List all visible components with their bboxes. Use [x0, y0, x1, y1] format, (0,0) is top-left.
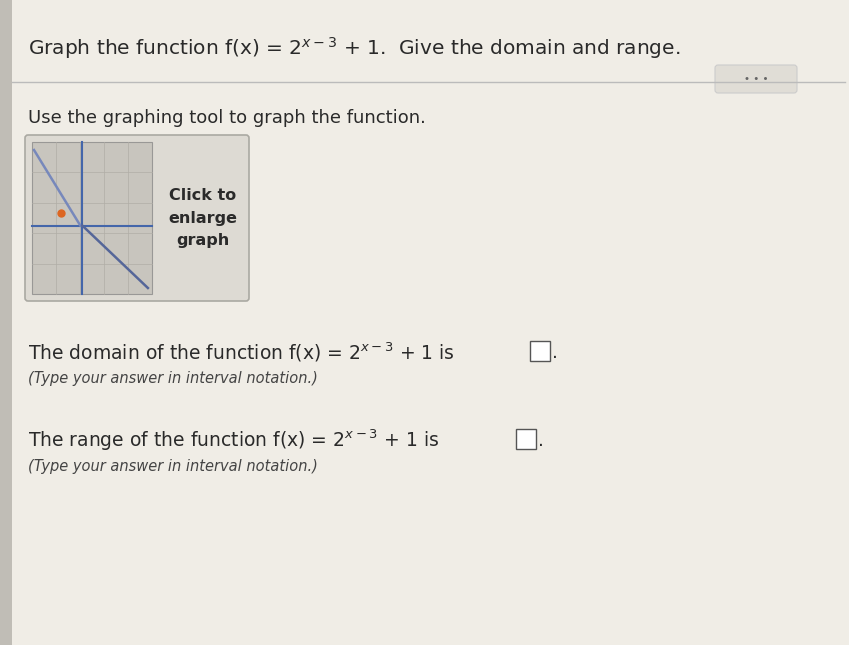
FancyBboxPatch shape — [25, 135, 249, 301]
Text: enlarge: enlarge — [168, 210, 238, 226]
Text: (Type your answer in interval notation.): (Type your answer in interval notation.) — [28, 370, 318, 386]
Text: Click to: Click to — [169, 188, 237, 204]
Text: • • •: • • • — [744, 74, 768, 84]
Text: Use the graphing tool to graph the function.: Use the graphing tool to graph the funct… — [28, 109, 426, 127]
Bar — [0, 0, 12, 645]
Text: The range of the function f(x) = $2^{x-3}$ + 1 is: The range of the function f(x) = $2^{x-3… — [28, 427, 439, 453]
Bar — [32, 142, 152, 294]
FancyBboxPatch shape — [715, 65, 797, 93]
Bar — [530, 341, 550, 361]
Text: Graph the function f(x) = $2^{x-3}$ + 1.  Give the domain and range.: Graph the function f(x) = $2^{x-3}$ + 1.… — [28, 35, 680, 61]
Text: The domain of the function f(x) = $2^{x-3}$ + 1 is: The domain of the function f(x) = $2^{x-… — [28, 341, 455, 364]
Text: .: . — [538, 430, 544, 450]
Text: (Type your answer in interval notation.): (Type your answer in interval notation.) — [28, 459, 318, 473]
Text: graph: graph — [177, 232, 229, 248]
Text: .: . — [552, 342, 558, 361]
Bar — [516, 429, 536, 449]
